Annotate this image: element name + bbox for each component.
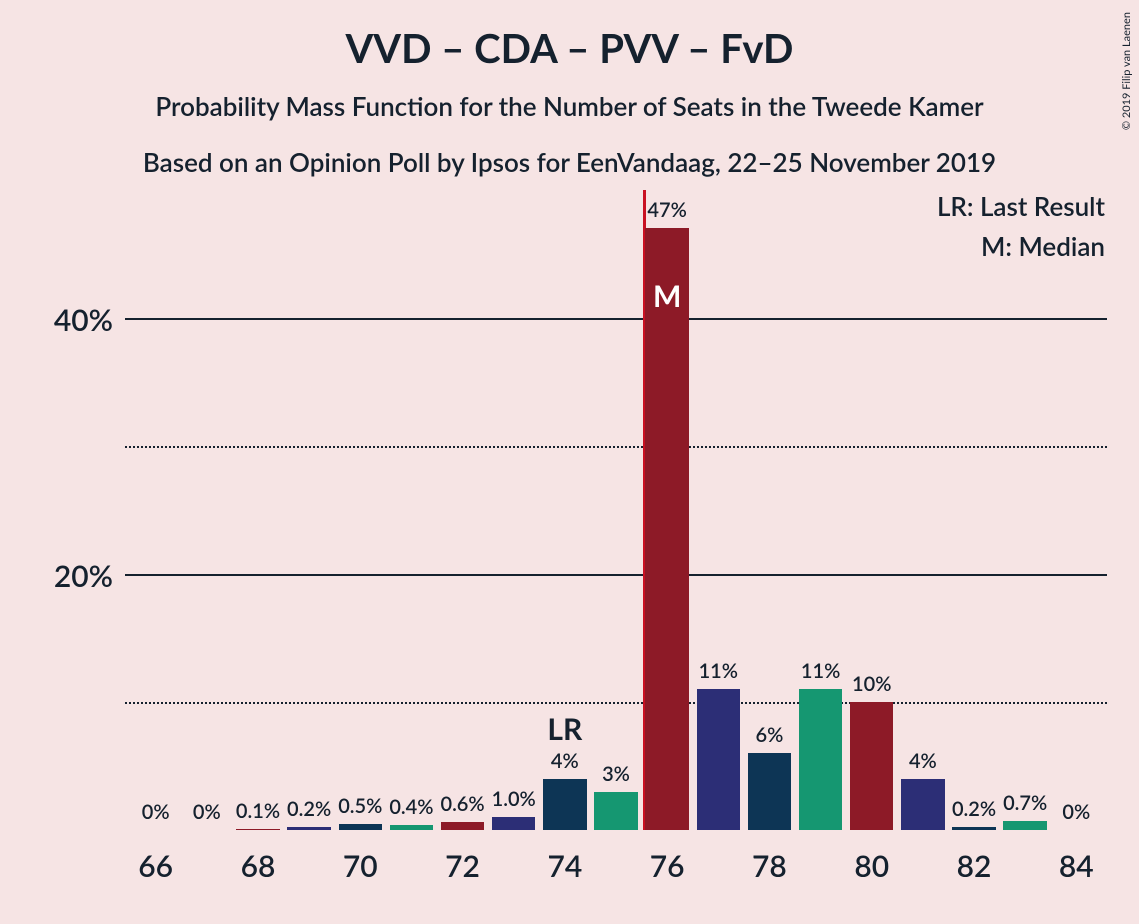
x-axis-tick: 82 — [957, 848, 992, 884]
bar-value-label: 0% — [1062, 800, 1090, 824]
x-axis-tick: 78 — [752, 848, 787, 884]
x-axis-tick: 76 — [650, 848, 685, 884]
bar: 10% — [850, 702, 893, 830]
chart-title: VVD – CDA – PVV – FvD — [0, 24, 1139, 72]
bar: 0.6% — [441, 822, 484, 830]
x-axis-tick: 84 — [1059, 848, 1094, 884]
bar: 11% — [799, 689, 842, 830]
x-axis-tick: 80 — [854, 848, 889, 884]
copyright-text: © 2019 Filip van Laenen — [1120, 12, 1133, 130]
bar-value-label: 4% — [551, 749, 579, 773]
x-axis-tick: 72 — [445, 848, 480, 884]
bar-value-label: 0.5% — [338, 794, 382, 818]
bar-value-label: 0.1% — [236, 799, 280, 823]
x-axis-tick: 74 — [547, 848, 582, 884]
bar: 4% — [543, 779, 586, 830]
bar: 6% — [748, 753, 791, 830]
bar-value-label: 1.0% — [492, 787, 536, 811]
bar-value-label: 47% — [647, 198, 686, 222]
bar-value-label: 0.6% — [440, 792, 484, 816]
bar-value-label: 0.2% — [952, 797, 996, 821]
x-axis-tick: 70 — [343, 848, 378, 884]
bar-value-label: 11% — [699, 659, 738, 683]
bar-value-label: 11% — [801, 659, 840, 683]
bar-value-label: 0% — [142, 800, 170, 824]
bar-value-label: 4% — [909, 749, 937, 773]
bars-group: 0%0%0.1%0.2%0.5%0.4%0.6%1.0%4%3%47%M11%6… — [125, 190, 1107, 830]
bar: 1.0% — [492, 817, 535, 830]
bar-value-label: 0.4% — [389, 795, 433, 819]
chart-container: VVD – CDA – PVV – FvD Probability Mass F… — [0, 0, 1139, 924]
bar-value-label: 0.7% — [1003, 791, 1047, 815]
bar-value-label: 0% — [193, 800, 221, 824]
bar: 47%M — [645, 228, 688, 830]
plot-area: 20%40% 0%0%0.1%0.2%0.5%0.4%0.6%1.0%4%3%4… — [125, 190, 1107, 830]
median-marker: M — [653, 278, 681, 314]
y-axis-label: 40% — [54, 302, 125, 338]
x-axis-tick: 66 — [138, 848, 173, 884]
x-axis-tick: 68 — [241, 848, 276, 884]
bar-value-label: 6% — [756, 723, 784, 747]
bar-value-label: 3% — [602, 762, 630, 786]
bar: 3% — [594, 792, 637, 830]
lr-marker: LR — [547, 711, 582, 747]
x-axis: 66687072747678808284 — [125, 830, 1107, 870]
bar: 0.7% — [1003, 821, 1046, 830]
bar: 11% — [697, 689, 740, 830]
y-axis-label: 20% — [54, 558, 125, 594]
bar: 4% — [901, 779, 944, 830]
chart-subtitle-1: Probability Mass Function for the Number… — [0, 86, 1139, 128]
title-block: VVD – CDA – PVV – FvD Probability Mass F… — [0, 0, 1139, 183]
bar-value-label: 0.2% — [287, 797, 331, 821]
chart-subtitle-2: Based on an Opinion Poll by Ipsos for Ee… — [0, 142, 1139, 184]
bar-value-label: 10% — [852, 672, 891, 696]
